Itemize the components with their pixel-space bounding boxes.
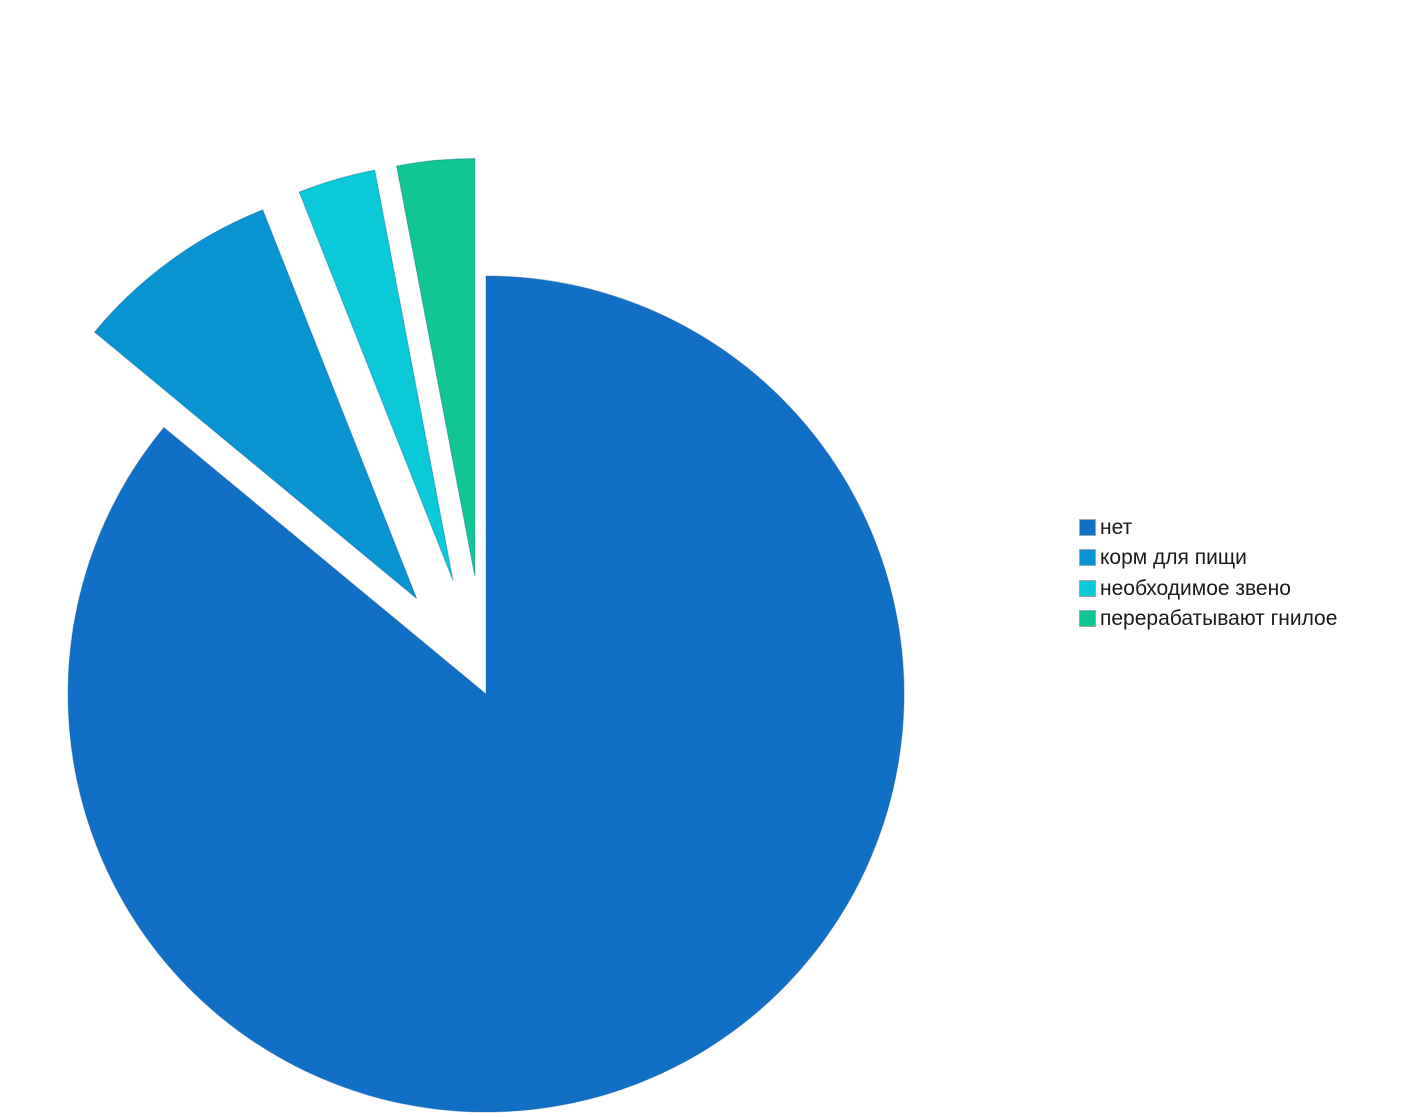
legend-item: корм для пищи xyxy=(1079,543,1337,574)
legend-label: перерабатывают гнилое xyxy=(1100,607,1338,631)
pie-slice xyxy=(395,158,476,577)
legend-item: необходимое звено xyxy=(1079,573,1337,604)
pie-slice xyxy=(93,209,418,599)
legend-item: перерабатывают гнилое xyxy=(1079,604,1337,635)
pie-slices xyxy=(67,158,905,1113)
pie-slice xyxy=(298,169,454,581)
legend-label: необходимое звено xyxy=(1100,576,1291,600)
legend-swatch xyxy=(1079,579,1096,597)
legend: нет корм для пищи необходимое звено пере… xyxy=(1079,512,1337,634)
legend-label: корм для пищи xyxy=(1100,546,1247,570)
legend-label: нет xyxy=(1100,515,1133,539)
pie-slice xyxy=(67,275,905,1113)
legend-swatch xyxy=(1079,610,1096,628)
legend-swatch xyxy=(1079,518,1096,536)
legend-swatch xyxy=(1079,549,1096,567)
legend-item: нет xyxy=(1079,512,1337,543)
